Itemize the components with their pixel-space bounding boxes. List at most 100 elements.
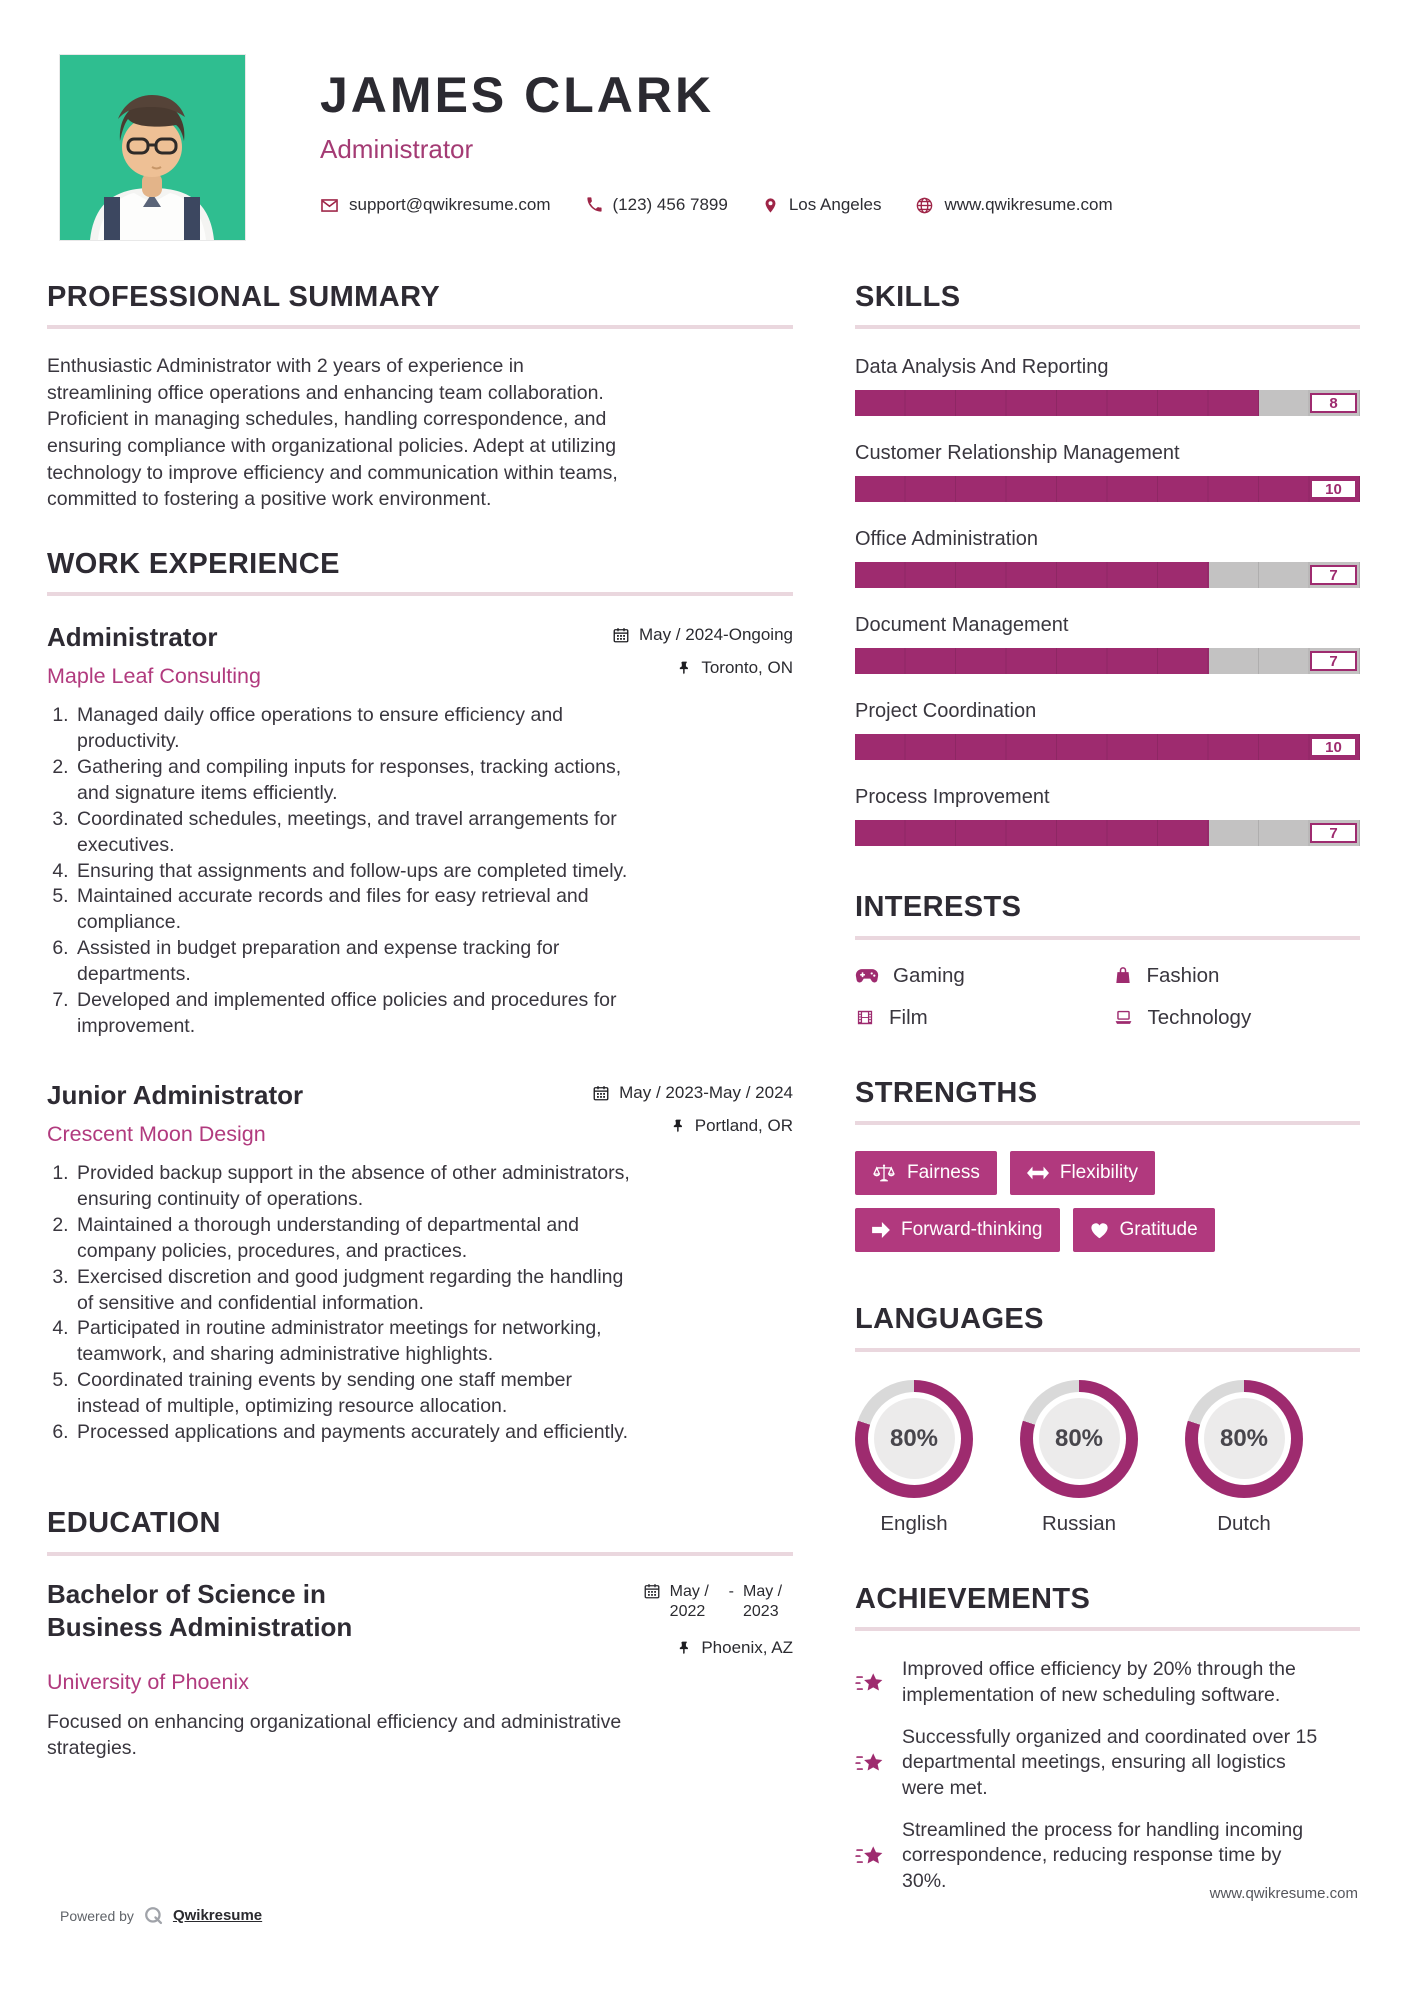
calendar-icon <box>592 1084 610 1102</box>
degree-title: Bachelor of Science in Business Administ… <box>47 1578 353 1643</box>
scales-icon <box>872 1163 896 1184</box>
person-title: Administrator <box>320 134 474 164</box>
achievement-text: Successfully organized and coordinated o… <box>902 1725 1318 1799</box>
skill-bar-fill <box>855 820 1209 847</box>
skill-bar: 7 <box>855 648 1360 675</box>
section-rule <box>855 1347 1360 1352</box>
job-title: Junior Administrator <box>47 1079 304 1110</box>
shooting-star-icon <box>855 1820 885 1894</box>
skill-score: 7 <box>1310 823 1357 844</box>
skills-heading: SKILLS <box>855 281 961 313</box>
language-label: Dutch <box>1217 1511 1271 1535</box>
contact-label: Los Angeles <box>788 195 882 214</box>
bullet-item: Maintained accurate records and files fo… <box>74 884 632 936</box>
interest-item: Gaming <box>855 964 1103 988</box>
skill-bar: 10 <box>855 734 1360 761</box>
qwikresume-logo <box>143 1905 164 1926</box>
skill-label: Data Analysis And Reporting <box>855 356 1109 379</box>
powered-by: Powered by Qwikresume <box>60 1905 262 1926</box>
skills-list: Data Analysis And Reporting 8 Customer Rel… <box>855 355 1360 847</box>
qwikresume-link[interactable]: Qwikresume <box>172 1907 263 1924</box>
education-date-start: May / 2022 <box>669 1582 709 1620</box>
contact-item[interactable]: support@qwikresume.com <box>320 195 551 215</box>
job-meta: May / 2023-May / 2024 Portland, OR <box>592 1080 793 1136</box>
summary-heading: PROFESSIONAL SUMMARY <box>47 281 441 313</box>
bullet-item: Coordinated schedules, meetings, and tra… <box>74 807 632 859</box>
contact-item[interactable]: (123) 456 7899 <box>585 195 728 215</box>
job-titles: Administrator Maple Leaf Consulting <box>47 622 261 689</box>
skill-item: Data Analysis And Reporting 8 <box>855 355 1360 417</box>
site-url: www.qwikresume.com <box>1209 1885 1358 1902</box>
skill-bar-ticks <box>855 648 1360 675</box>
interest-label: Film <box>889 1005 928 1029</box>
header: JAMES CLARK Administrator support@qwikre… <box>47 0 1360 240</box>
education-meta: May / 2022 - May / 2023 Phoenix, AZ <box>643 1578 793 1658</box>
education-location-label: Phoenix, AZ <box>701 1637 793 1657</box>
section-rule <box>855 1121 1360 1126</box>
achievement-text: Improved office efficiency by 20% throug… <box>902 1658 1296 1706</box>
arrows-left-right-icon <box>1026 1166 1049 1180</box>
strength-label: Gratitude <box>1119 1219 1198 1241</box>
gamepad-icon <box>855 966 879 986</box>
languages-section: LANGUAGES 80% English 80% Russian 80% Dutch <box>855 1304 1360 1535</box>
phone-icon <box>585 196 603 214</box>
language-item: 80% Dutch <box>1185 1379 1303 1536</box>
contact-item: Los Angeles <box>762 195 882 215</box>
skill-score: 7 <box>1310 651 1357 672</box>
bullet-item: Developed and implemented office policie… <box>74 988 632 1040</box>
achievement-item: Improved office efficiency by 20% throug… <box>855 1657 1360 1708</box>
language-donut: 80% <box>1020 1379 1138 1498</box>
bullet-item: Provided backup support in the absence o… <box>74 1161 632 1213</box>
language-percent: 80% <box>873 1398 955 1480</box>
skill-bar: 7 <box>855 562 1360 589</box>
right-column: SKILLS Data Analysis And Reporting 8 Custo… <box>855 282 1360 1911</box>
skill-bar-fill <box>855 648 1209 675</box>
skill-bar-ticks <box>855 476 1360 503</box>
skill-bar-ticks <box>855 390 1360 417</box>
achievement-item: Streamlined the process for handling inc… <box>855 1818 1360 1894</box>
left-column: PROFESSIONAL SUMMARY Enthusiastic Admini… <box>47 282 793 1911</box>
shooting-star-icon <box>855 1659 885 1708</box>
interest-item: Technology <box>1113 1006 1361 1030</box>
job-location: Portland, OR <box>671 1116 793 1136</box>
language-item: 80% Russian <box>1020 1379 1138 1536</box>
laptop-icon <box>1113 1008 1134 1027</box>
powered-by-label: Powered by <box>60 1907 134 1924</box>
skill-item: Document Management 7 <box>855 613 1360 675</box>
bullet-item: Coordinated training events by sending o… <box>74 1368 632 1420</box>
skill-item: Project Coordination 10 <box>855 699 1360 761</box>
experience-heading: WORK EXPERIENCE <box>47 547 340 580</box>
experience-section: WORK EXPERIENCE Administrator Maple Leaf … <box>47 547 793 1447</box>
job-titles: Junior Administrator Crescent Moon Design <box>47 1080 303 1147</box>
contact-label: (123) 456 7899 <box>612 195 728 214</box>
job-date: May / 2024-Ongoing <box>612 625 793 645</box>
contact-label: www.qwikresume.com <box>944 195 1113 214</box>
calendar-icon <box>643 1582 661 1600</box>
bullet-item: Exercised discretion and good judgment r… <box>74 1265 632 1317</box>
interests-list: Gaming Fashion Film Technology <box>855 964 1360 1030</box>
pushpin-icon <box>677 659 692 676</box>
donut-hole: 80% <box>1032 1392 1126 1486</box>
job-entry: Junior Administrator Crescent Moon Design… <box>47 1080 793 1446</box>
arrow-right-icon <box>872 1222 890 1239</box>
education-heading: EDUCATION <box>47 1507 221 1540</box>
job-company: Maple Leaf Consulting <box>47 663 261 688</box>
strengths-section: STRENGTHS Fairness Flexibility Forward-thi… <box>855 1077 1360 1253</box>
interests-heading: INTERESTS <box>855 891 1022 924</box>
job-date-label: May / 2023-May / 2024 <box>619 1082 793 1102</box>
language-donut: 80% <box>855 1379 973 1498</box>
skill-bar-ticks <box>855 820 1360 847</box>
job-bullets: Provided backup support in the absence o… <box>47 1161 632 1446</box>
skill-label: Document Management <box>855 614 1069 637</box>
globe-icon <box>915 196 934 215</box>
shooting-star-icon <box>855 1727 885 1801</box>
contact-item[interactable]: www.qwikresume.com <box>915 195 1113 215</box>
bullet-item: Ensuring that assignments and follow-ups… <box>74 859 632 885</box>
interest-label: Technology <box>1147 1005 1252 1029</box>
skill-bar-fill <box>855 390 1259 417</box>
person-name: JAMES CLARK <box>320 67 715 123</box>
strengths-list: Fairness Flexibility Forward-thinking Grati… <box>855 1151 1335 1253</box>
strength-badge: Fairness <box>855 1151 997 1196</box>
section-rule <box>855 1627 1360 1632</box>
language-label: Russian <box>1041 1511 1117 1535</box>
